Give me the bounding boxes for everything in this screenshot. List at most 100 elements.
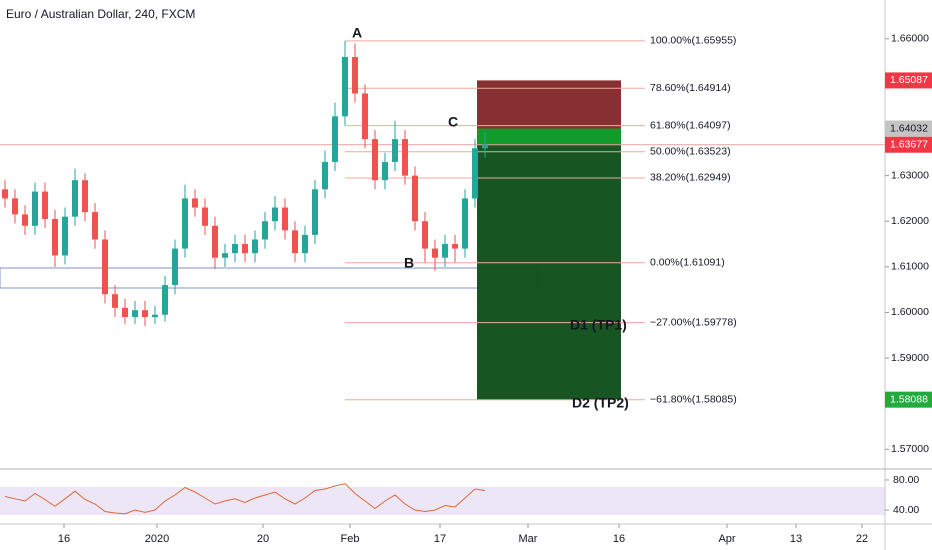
candle-body [72, 180, 78, 217]
price-tag [885, 72, 932, 89]
price-tag [885, 120, 932, 137]
candle-body [232, 244, 238, 254]
target-zone [477, 128, 621, 400]
price-tag [885, 136, 932, 153]
price-tag-label: 1.65087 [890, 74, 928, 86]
candle-body [422, 221, 428, 249]
rsi-band [0, 487, 885, 515]
candle-body [262, 221, 268, 240]
fib-label: 50.00%(1.63523) [650, 146, 731, 158]
candle-body [42, 191, 48, 219]
candle-body [272, 207, 278, 222]
stop-zone [477, 80, 621, 129]
candle-body [372, 139, 378, 181]
point-label: D1 (TP1) [570, 317, 627, 333]
candle-body [132, 310, 138, 318]
candle-body [52, 218, 58, 256]
candle-body [412, 175, 418, 222]
y-tick-label: 1.66000 [891, 33, 929, 45]
x-tick-label: 20 [257, 533, 269, 545]
candle-body [302, 234, 308, 254]
candle-body [12, 198, 18, 215]
point-label: D2 (TP2) [572, 395, 629, 411]
point-label: C [448, 114, 458, 130]
candle-body [212, 225, 218, 258]
y-tick-label: 1.62000 [891, 215, 929, 227]
fib-levels: 100.00%(1.65955) 78.60%(1.64914) 61.80%(1.… [345, 35, 737, 406]
y-tick-label: 1.59000 [891, 352, 929, 364]
fib-label: −27.00%(1.59778) [650, 316, 737, 328]
candle-body [252, 239, 258, 254]
candle-body [392, 139, 398, 162]
candle-body [142, 310, 148, 318]
candle-body [192, 198, 198, 208]
x-tick-label: 13 [790, 533, 802, 545]
fib-label: −61.80%(1.58085) [650, 394, 737, 406]
x-tick-label: 22 [856, 533, 868, 545]
candle-body [242, 244, 248, 254]
axes: 1.660001.650001.640001.630001.620001.610… [4, 33, 932, 545]
candle-body [312, 189, 318, 235]
price-tag-label: 1.58088 [890, 393, 928, 405]
rsi-line [4, 483, 486, 515]
candle-body [22, 214, 28, 226]
rsi-tick-label: 80.00 [893, 474, 919, 486]
candle-body [442, 244, 448, 258]
candle-body [222, 253, 228, 258]
fib-label: 0.00%(1.61091) [650, 256, 725, 268]
candle-body [182, 198, 188, 249]
candle-body [202, 207, 208, 226]
candle-body [322, 161, 328, 190]
candle-body [472, 148, 478, 199]
y-tick-label: 1.61000 [891, 261, 929, 273]
candle-body [62, 216, 68, 256]
fib-label: 100.00%(1.65955) [650, 35, 736, 47]
y-tick-label: 1.57000 [891, 443, 929, 455]
fib-label: 38.20%(1.62949) [650, 172, 731, 184]
open-profit [477, 128, 621, 145]
candle-body [102, 239, 108, 295]
x-tick-label: 2020 [145, 533, 169, 545]
candle-body [482, 144, 488, 149]
candle-body [122, 307, 128, 318]
fib-label: 61.80%(1.64097) [650, 119, 731, 131]
point-label: B [404, 255, 414, 271]
candle-body [162, 285, 168, 315]
candle-body [112, 294, 118, 308]
candle-body [342, 57, 348, 117]
x-tick-label: 17 [434, 533, 446, 545]
candle-body [432, 248, 438, 258]
x-tick-label: Feb [341, 533, 360, 545]
price-tag [885, 391, 932, 408]
rsi-tick-label: 40.00 [893, 504, 919, 516]
candle-body [382, 161, 388, 181]
price-tag-label: 1.63677 [890, 139, 928, 151]
candle-body [462, 198, 468, 249]
candle-body [82, 180, 88, 213]
candle-body [452, 244, 458, 249]
chart-title: Euro / Australian Dollar, 240, FXCM [6, 7, 195, 21]
candle-body [402, 139, 408, 176]
candle-body [332, 116, 338, 162]
fib-label: 78.60%(1.64914) [650, 82, 731, 94]
candle-body [92, 212, 98, 240]
x-tick-label: 16 [613, 533, 625, 545]
candle-body [362, 93, 368, 140]
candle-body [32, 191, 38, 226]
candles [2, 40, 488, 327]
point-label: A [352, 25, 362, 41]
candle-body [172, 248, 178, 286]
candle-body [2, 189, 8, 199]
candle-body [352, 57, 358, 94]
candle-body [152, 314, 158, 318]
y-tick-label: 1.60000 [891, 306, 929, 318]
x-tick-label: 16 [58, 533, 70, 545]
y-tick-label: 1.63000 [891, 169, 929, 181]
candle-body [282, 207, 288, 231]
candle-body [292, 230, 298, 254]
x-tick-label: Apr [718, 533, 735, 545]
x-tick-label: Mar [519, 533, 538, 545]
price-tag-label: 1.64032 [890, 122, 928, 134]
